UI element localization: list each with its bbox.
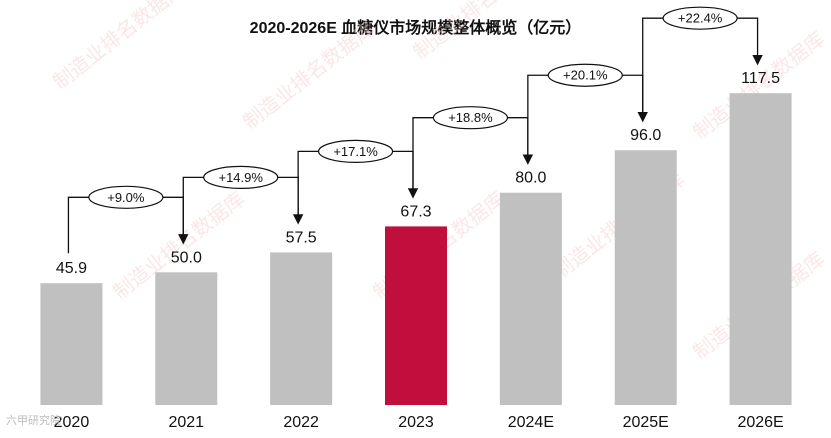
growth-label-3: +18.8% [448, 110, 493, 125]
footer-logo: 六甲研究院 [6, 412, 61, 428]
x-tick-label-2021: 2021 [168, 414, 204, 431]
value-label-2023: 67.3 [400, 203, 431, 220]
value-label-2025E: 96.0 [630, 127, 661, 144]
x-axis: 2020 2021 2022 2023 2024E 2025E 2026E [54, 414, 784, 431]
x-tick-label-2024E: 2024E [508, 414, 554, 431]
value-label-2026E: 117.5 [741, 70, 780, 87]
value-label-2024E: 80.0 [515, 170, 546, 187]
bar-2025E [614, 150, 677, 405]
x-tick-label-2026E: 2026E [737, 414, 783, 431]
x-tick-label-2020: 2020 [54, 414, 90, 431]
value-label-2022: 57.5 [286, 229, 317, 246]
value-label-2020: 45.9 [56, 260, 87, 277]
x-tick-label-2023: 2023 [398, 414, 434, 431]
growth-label-5: +22.4% [678, 11, 723, 26]
bar-2024E [499, 192, 562, 405]
footer-logo-text: 六甲研究院 [6, 415, 61, 427]
growth-label-4: +20.1% [563, 68, 608, 83]
bar-2026E [729, 93, 792, 405]
growth-label-1: +14.9% [218, 170, 263, 185]
growth-bubble-0 [88, 185, 164, 209]
growth-connector-4 [527, 74, 648, 163]
growth-bubble-5 [662, 6, 738, 30]
value-label-2021: 50.0 [171, 249, 202, 266]
growth-label-2: +17.1% [333, 144, 378, 159]
growth-bubble-2 [317, 139, 394, 163]
value-labels-layer: 45.9 50.0 57.5 67.3 80.0 96.0 117.5 [56, 70, 780, 277]
bar-2023 [385, 226, 447, 405]
bar-2021 [155, 272, 218, 405]
bar-2020 [40, 283, 103, 405]
x-tick-label-2025E: 2025E [623, 414, 669, 431]
growth-label-0: +9.0% [107, 190, 145, 205]
watermark-text: 制造业排名数据库 [409, 0, 549, 64]
chart-title: 2020-2026E 血糖仪市场规模整体概览（亿元） [249, 20, 582, 37]
growth-connector-3 [412, 117, 534, 197]
watermark-text: 制造业排名数据库 [239, 17, 379, 134]
x-tick-label-2022: 2022 [283, 414, 319, 431]
bar-2022 [270, 252, 333, 405]
growth-bubble-4 [547, 63, 623, 87]
growth-bubble-1 [203, 165, 279, 190]
growth-annotations-layer: +9.0% +14.9% +17.1% +18.8% +20.1% +22.4% [67, 6, 763, 254]
growth-bubble-3 [432, 106, 509, 130]
watermark-text: 制造业排名数据库 [49, 0, 189, 94]
bars-layer [40, 93, 792, 405]
